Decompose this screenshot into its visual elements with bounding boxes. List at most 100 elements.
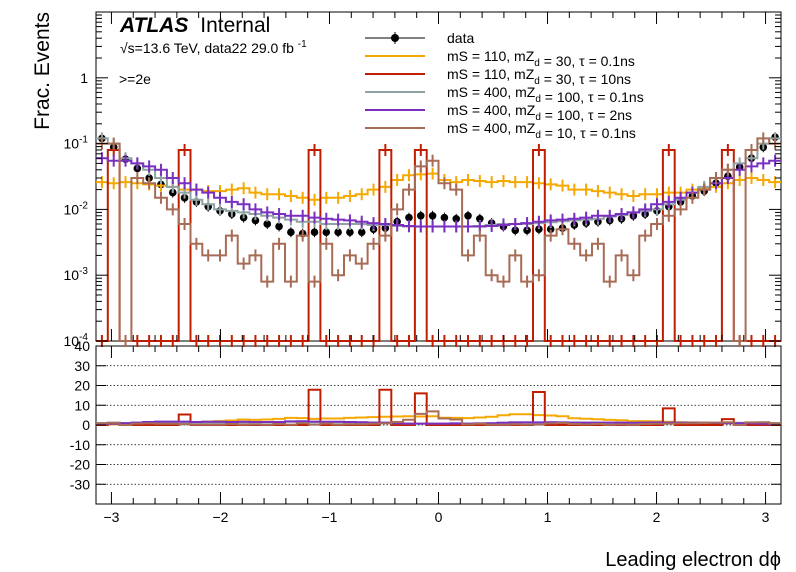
x-tick-label: −3	[103, 509, 119, 525]
legend-label: data	[447, 30, 474, 46]
main-y-axis: 110-110-210-310-4	[64, 14, 781, 349]
data-point	[405, 213, 413, 222]
main-series-2	[96, 143, 781, 347]
main-series-line	[96, 137, 781, 342]
x-axis-label: Leading electron dϕ	[605, 549, 781, 571]
x-tick-label: 1	[544, 509, 552, 525]
data-point	[546, 225, 555, 234]
legend-label: mS = 400, mZd = 100, τ = 2ns	[447, 102, 632, 123]
main-y-tick-label: 10-3	[64, 266, 89, 283]
legend-label-part: mS = 110, mZ	[447, 66, 535, 82]
main-series-0	[98, 132, 779, 239]
ratio-series-line	[96, 388, 781, 426]
legend-label: mS = 400, mZd = 100, τ = 0.1ns	[447, 84, 644, 105]
selection-label: >=2e	[119, 71, 151, 87]
legend-label-sub: d	[534, 58, 540, 69]
x-axis: −3 −2 −1 0 1 2 3	[103, 12, 770, 525]
energy-lumi-text: √s=13.6 TeV, data22 29.0 fb	[120, 40, 294, 56]
data-point	[511, 226, 520, 235]
main-y-tick-base: 10	[64, 267, 80, 283]
data-point	[357, 228, 366, 237]
main-y-tick-exp: -4	[79, 332, 88, 343]
data-point	[310, 228, 319, 237]
data-point	[334, 228, 342, 237]
legend-label-part: mS = 400, mZ	[447, 84, 536, 100]
legend-label-part: = 30, τ = 0.1ns	[540, 53, 635, 69]
data-point	[523, 226, 531, 235]
legend-label-part: = 100, τ = 0.1ns	[541, 89, 644, 105]
legend-label: mS = 110, mZd = 30, τ = 0.1ns	[447, 48, 635, 69]
data-point	[275, 222, 283, 231]
main-y-tick-exp: -2	[79, 200, 88, 211]
main-y-tick-base: 10	[64, 333, 80, 349]
main-y-tick-label: 10-2	[64, 200, 89, 217]
ratio-y-tick-label: 40	[74, 338, 90, 354]
data-point	[464, 211, 472, 220]
data-point	[251, 216, 260, 225]
main-series-4	[96, 152, 781, 233]
ratio-series-1	[96, 388, 781, 426]
ratio-series-line	[96, 410, 781, 426]
legend-label-sub: d	[534, 76, 540, 87]
main-y-tick-exp: -1	[79, 135, 88, 146]
legend-label-sub: d	[535, 112, 541, 123]
ratio-y-axis: 40 30 20 10 0 -10 -20 -30	[70, 338, 781, 492]
legend-entry: mS = 400, mZd = 10, τ = 0.1ns	[365, 120, 636, 141]
legend-label-part: mS = 400, mZ	[447, 102, 536, 118]
ratio-y-tick-label: -30	[70, 476, 90, 492]
legend-entry: data	[365, 30, 474, 46]
ratio-y-tick-label: 30	[74, 358, 90, 374]
ratio-y-tick-label: 20	[74, 378, 90, 394]
ratio-series-layer	[96, 388, 781, 426]
x-tick-label: 0	[435, 509, 443, 525]
x-tick-label: −2	[212, 509, 228, 525]
main-y-tick-base: 10	[64, 136, 80, 152]
ratio-gridlines	[96, 365, 781, 485]
main-y-tick-base: 1	[80, 70, 88, 86]
status-label: Internal	[200, 14, 270, 37]
data-point	[287, 228, 295, 237]
main-y-tick-label: 1	[80, 70, 88, 86]
legend-label: mS = 400, mZd = 10, τ = 0.1ns	[447, 120, 636, 141]
main-series-line	[96, 149, 781, 342]
x-tick-label: 3	[762, 509, 770, 525]
ratio-y-tick-label: 0	[82, 417, 90, 433]
main-y-tick-base: 10	[64, 201, 80, 217]
data-point	[476, 214, 484, 223]
ratio-y-tick-label: 10	[74, 397, 90, 413]
energy-lumi-exponent: -1	[298, 39, 307, 50]
ratio-series-4	[96, 410, 781, 426]
data-point	[322, 228, 331, 237]
legend-label-sub: d	[535, 130, 541, 141]
energy-lumi-label: √s=13.6 TeV, data22 29.0 fb -1	[120, 39, 307, 56]
legend-entry: mS = 110, mZd = 30, τ = 10ns	[365, 66, 631, 87]
legend-label-part: = 10, τ = 0.1ns	[541, 125, 636, 141]
data-point	[346, 228, 354, 237]
legend-label-part: mS = 400, mZ	[447, 120, 536, 136]
x-tick-label: 2	[653, 509, 661, 525]
legend-label: mS = 110, mZd = 30, τ = 10ns	[447, 66, 631, 87]
main-series-layer	[96, 132, 781, 347]
legend-label-part: = 100, τ = 2ns	[541, 107, 632, 123]
x-tick-label: −1	[321, 509, 337, 525]
data-point	[428, 211, 437, 220]
experiment-name: ATLAS	[119, 14, 188, 37]
legend-marker-point	[391, 34, 399, 42]
ratio-y-tick-label: -20	[70, 457, 90, 473]
main-y-tick-exp: -3	[79, 266, 88, 277]
ratio-y-tick-label: -10	[70, 437, 90, 453]
atlas-label: ATLAS Internal	[119, 14, 270, 37]
legend-entry: mS = 400, mZd = 100, τ = 0.1ns	[365, 84, 644, 105]
main-y-tick-label: 10-4	[64, 332, 89, 349]
data-point	[416, 211, 425, 220]
main-y-tick-label: 10-1	[64, 135, 89, 152]
main-y-axis-label: Frac. Events	[31, 12, 54, 130]
data-point	[440, 213, 449, 222]
data-point	[535, 225, 543, 234]
legend-label-part: data	[447, 30, 474, 46]
legend-entry: mS = 110, mZd = 30, τ = 0.1ns	[365, 48, 635, 69]
main-series-5	[96, 132, 781, 347]
data-point	[263, 220, 272, 228]
legend-label-sub: d	[535, 94, 541, 105]
